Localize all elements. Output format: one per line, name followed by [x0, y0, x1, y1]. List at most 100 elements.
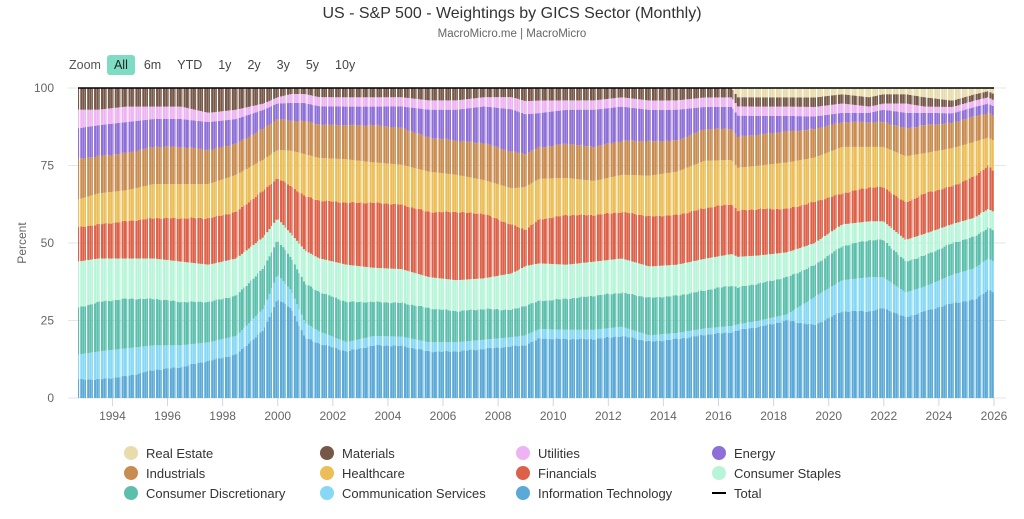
bar-column[interactable]: [645, 88, 648, 398]
bar-column[interactable]: [424, 88, 427, 398]
bar-column[interactable]: [824, 88, 827, 398]
bar-column[interactable]: [465, 88, 469, 398]
bar-column[interactable]: [374, 88, 376, 398]
bar-column[interactable]: [580, 88, 582, 398]
bar-column[interactable]: [530, 88, 533, 398]
bar-column[interactable]: [925, 88, 927, 398]
bar-column[interactable]: [160, 88, 162, 398]
bar-column[interactable]: [831, 88, 834, 398]
bar-column[interactable]: [975, 88, 978, 398]
bar-column[interactable]: [624, 88, 627, 398]
bar-column[interactable]: [477, 88, 479, 398]
bar-column[interactable]: [289, 88, 292, 398]
bar-column[interactable]: [468, 88, 471, 398]
bar-column[interactable]: [509, 88, 512, 398]
bar-column[interactable]: [633, 88, 636, 398]
bar-column[interactable]: [440, 88, 443, 398]
bar-column[interactable]: [436, 88, 438, 398]
bar-column[interactable]: [165, 88, 168, 398]
bar-column[interactable]: [438, 88, 441, 398]
legend-item-healthcare[interactable]: Healthcare: [320, 464, 405, 482]
bar-column[interactable]: [144, 88, 147, 398]
bar-column[interactable]: [980, 88, 982, 398]
bar-column[interactable]: [280, 88, 283, 398]
bar-column[interactable]: [218, 88, 221, 398]
bar-column[interactable]: [406, 88, 409, 398]
bar-column[interactable]: [725, 88, 727, 398]
bar-column[interactable]: [571, 88, 574, 398]
bar-column[interactable]: [828, 88, 830, 398]
bar-column[interactable]: [612, 88, 616, 398]
bar-column[interactable]: [851, 88, 854, 398]
bar-column[interactable]: [415, 88, 417, 398]
bar-column[interactable]: [762, 88, 765, 398]
bar-column[interactable]: [606, 88, 609, 398]
bar-column[interactable]: [909, 88, 912, 398]
bar-column[interactable]: [94, 88, 97, 398]
bar-column[interactable]: [433, 88, 436, 398]
bar-column[interactable]: [794, 88, 796, 398]
bar-column[interactable]: [640, 88, 643, 398]
bar-column[interactable]: [234, 88, 237, 398]
bar-column[interactable]: [881, 88, 884, 398]
bar-column[interactable]: [527, 88, 531, 398]
bar-column[interactable]: [130, 88, 133, 398]
bar-column[interactable]: [858, 88, 861, 398]
bar-column[interactable]: [950, 88, 953, 398]
bar-column[interactable]: [564, 88, 567, 398]
bar-column[interactable]: [849, 88, 851, 398]
bar-column[interactable]: [892, 88, 896, 398]
bar-column[interactable]: [201, 88, 204, 398]
bar-column[interactable]: [447, 88, 450, 398]
bar-column[interactable]: [516, 88, 519, 398]
bar-column[interactable]: [82, 88, 85, 398]
bar-column[interactable]: [915, 88, 919, 398]
bar-column[interactable]: [286, 88, 290, 398]
bar-column[interactable]: [319, 88, 321, 398]
bar-column[interactable]: [119, 88, 121, 398]
bar-column[interactable]: [456, 88, 458, 398]
bar-column[interactable]: [798, 88, 801, 398]
bar-column[interactable]: [80, 88, 83, 398]
legend-item-consumer-staples[interactable]: Consumer Staples: [712, 464, 841, 482]
bar-column[interactable]: [383, 88, 386, 398]
bar-column[interactable]: [617, 88, 620, 398]
bar-column[interactable]: [314, 88, 317, 398]
bar-column[interactable]: [495, 88, 498, 398]
bar-column[interactable]: [610, 88, 613, 398]
bar-column[interactable]: [619, 88, 622, 398]
bar-column[interactable]: [123, 88, 127, 398]
bar-column[interactable]: [918, 88, 920, 398]
bar-column[interactable]: [426, 88, 430, 398]
bar-column[interactable]: [351, 88, 354, 398]
zoom-1y-button[interactable]: 1y: [218, 58, 232, 72]
bar-column[interactable]: [133, 88, 135, 398]
bar-column[interactable]: [461, 88, 464, 398]
bar-column[interactable]: [750, 88, 753, 398]
bar-column[interactable]: [720, 88, 723, 398]
bar-column[interactable]: [91, 88, 93, 398]
bar-column[interactable]: [741, 88, 744, 398]
bar-column[interactable]: [952, 88, 954, 398]
bar-column[interactable]: [525, 88, 527, 398]
bar-column[interactable]: [672, 88, 675, 398]
bar-column[interactable]: [769, 88, 772, 398]
bar-column[interactable]: [867, 88, 870, 398]
bar-column[interactable]: [562, 88, 565, 398]
bar-column[interactable]: [257, 88, 259, 398]
bar-column[interactable]: [803, 88, 806, 398]
bar-column[interactable]: [856, 88, 858, 398]
bar-column[interactable]: [805, 88, 808, 398]
bar-column[interactable]: [332, 88, 334, 398]
bar-column[interactable]: [284, 88, 286, 398]
legend-item-materials[interactable]: Materials: [320, 444, 395, 462]
bar-column[interactable]: [897, 88, 899, 398]
bar-column[interactable]: [743, 88, 746, 398]
bar-column[interactable]: [229, 88, 231, 398]
legend-item-consumer-discretionary[interactable]: Consumer Discretionary: [124, 484, 285, 502]
bar-column[interactable]: [626, 88, 629, 398]
bar-column[interactable]: [270, 88, 272, 398]
legend-item-information-technology[interactable]: Information Technology: [516, 484, 672, 502]
bar-column[interactable]: [142, 88, 145, 398]
bar-column[interactable]: [716, 88, 719, 398]
